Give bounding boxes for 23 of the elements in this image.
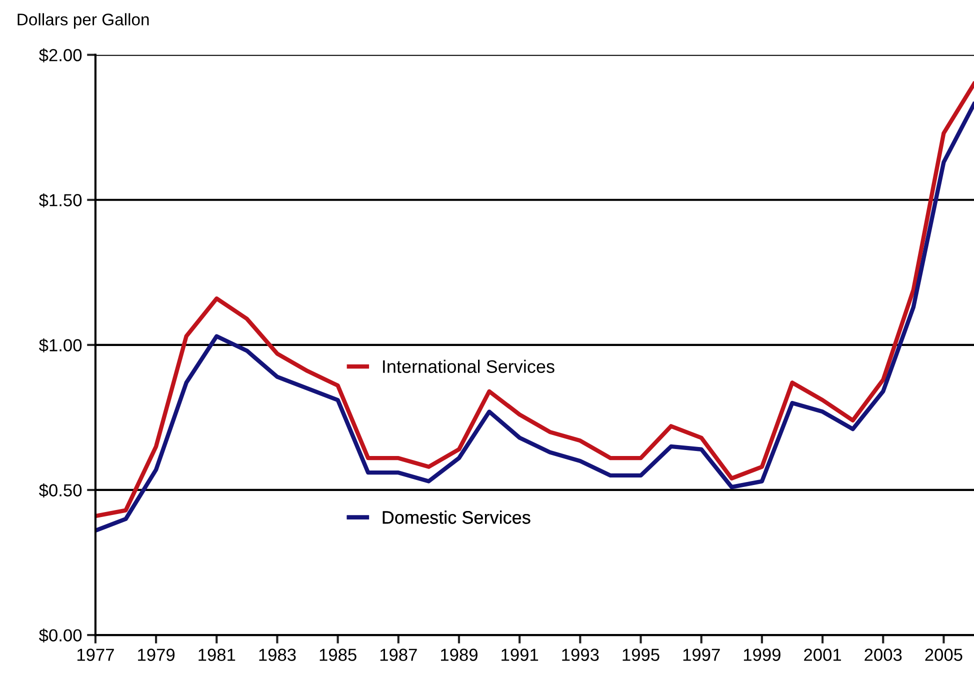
x-tick-label: 1999 (744, 648, 780, 661)
legend-label: International Services (383, 360, 554, 373)
y-tick-label: $0.50 (39, 483, 82, 498)
y-axis-title: Dollars per Gallon (18, 13, 149, 29)
x-tick-label: 1977 (77, 648, 114, 661)
x-tick-label: 1987 (380, 648, 417, 661)
y-tick-label: $0.00 (39, 628, 82, 643)
x-tick-label: 1989 (441, 648, 478, 661)
y-tick-label: $2.00 (39, 48, 82, 62)
x-tick-label: 1991 (502, 648, 538, 661)
x-tick-label: 2003 (864, 648, 902, 661)
x-tick-label: 1997 (683, 648, 720, 661)
y-tick-label: $1.00 (39, 338, 82, 352)
x-tick-label: 1993 (562, 648, 599, 661)
x-tick-label: 2001 (804, 648, 841, 661)
x-tick-label: 1981 (198, 648, 236, 661)
legend-label: Domestic Services (382, 510, 530, 524)
x-tick-label: 1995 (622, 648, 660, 661)
x-tick-label: 1983 (259, 648, 296, 661)
x-tick-label: 1979 (138, 648, 175, 661)
x-tick-label: 1985 (320, 648, 356, 661)
x-tick-label: 2005 (925, 648, 962, 661)
y-tick-label: $1.50 (39, 193, 82, 208)
